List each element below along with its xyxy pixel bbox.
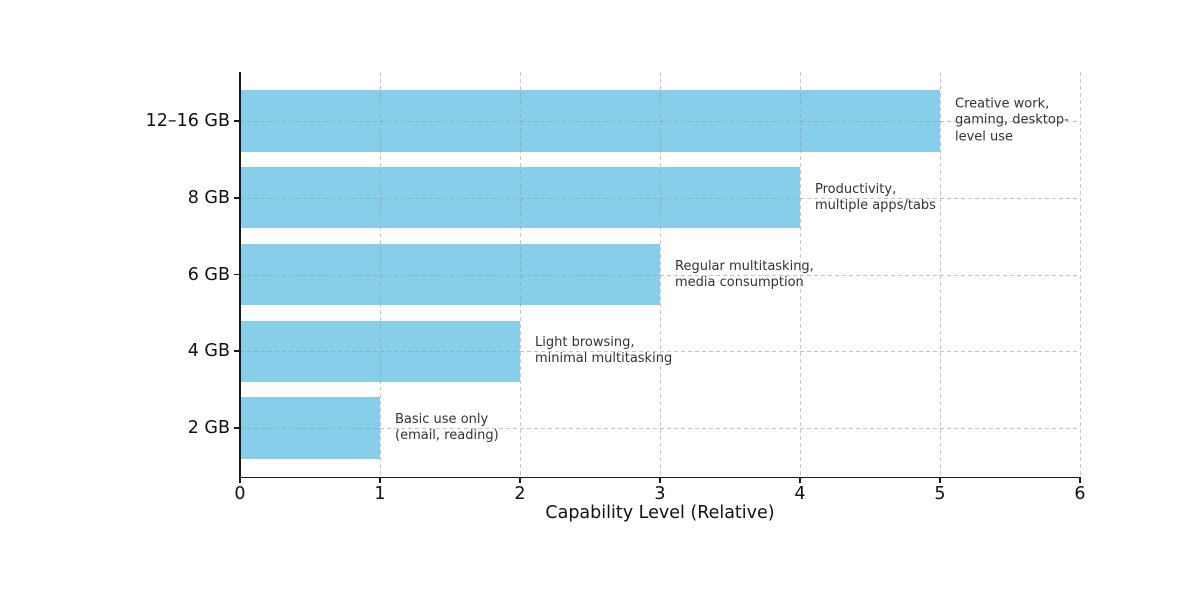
x-tick-mark-2 [519, 477, 521, 483]
y-axis-line [239, 72, 241, 477]
bar-6-gb [240, 243, 660, 306]
x-tick-label-3: 3 [654, 484, 666, 504]
x-axis-title: Capability Level (Relative) [545, 503, 775, 523]
y-tick-label-2: 6 GB [187, 264, 230, 285]
gridline-x-6 [1080, 72, 1081, 477]
gridline-y-2 [240, 274, 1080, 276]
y-tick-mark-3 [234, 350, 240, 352]
bar-annotation-2: Regular multitasking, media consumption [675, 258, 814, 290]
bar-annotation-4: Basic use only (email, reading) [395, 411, 499, 443]
y-tick-label-1: 8 GB [187, 187, 230, 208]
y-tick-mark-0 [234, 120, 240, 122]
y-tick-mark-1 [234, 197, 240, 199]
x-tick-label-5: 5 [934, 484, 946, 504]
gridline-y-0 [240, 121, 1080, 123]
x-tick-mark-6 [1079, 477, 1081, 483]
y-tick-label-3: 4 GB [187, 341, 230, 362]
y-tick-mark-4 [234, 427, 240, 429]
bar-annotation-3: Light browsing, minimal multitasking [535, 334, 673, 367]
gridline-y-1 [240, 197, 1080, 199]
bar-annotation-0: Creative work, gaming, desktop-level use [955, 96, 1069, 145]
bar-annotation-1: Productivity, multiple apps/tabs [815, 181, 936, 213]
y-tick-label-0: 12–16 GB [145, 111, 230, 132]
x-tick-label-6: 6 [1074, 484, 1086, 504]
gridline-y-3 [240, 351, 1080, 353]
x-tick-label-1: 1 [374, 484, 386, 504]
gridline-y-4 [240, 427, 1080, 429]
x-tick-mark-1 [379, 477, 381, 483]
x-tick-label-0: 0 [234, 484, 246, 504]
x-tick-mark-5 [939, 477, 941, 483]
y-tick-mark-2 [234, 273, 240, 276]
plot-area: Creative work, gaming, desktop-level use… [239, 72, 1081, 478]
x-tick-label-2: 2 [514, 484, 526, 504]
x-axis-line [239, 476, 1080, 478]
bar-2-gb [240, 397, 380, 459]
x-tick-label-4: 4 [794, 484, 806, 504]
x-tick-mark-3 [659, 477, 661, 483]
x-tick-mark-0 [239, 477, 241, 483]
y-tick-label-4: 2 GB [187, 417, 230, 438]
x-tick-mark-4 [799, 477, 801, 483]
